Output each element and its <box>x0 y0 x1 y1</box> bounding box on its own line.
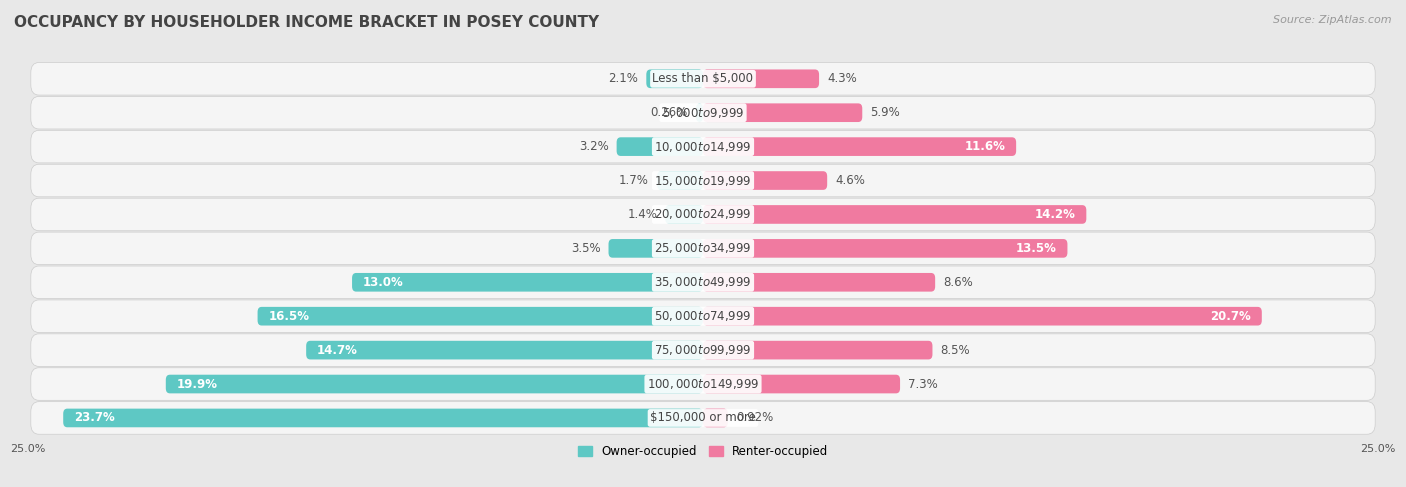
Text: $15,000 to $19,999: $15,000 to $19,999 <box>654 173 752 187</box>
Text: 23.7%: 23.7% <box>75 412 115 425</box>
FancyBboxPatch shape <box>703 205 1087 224</box>
FancyBboxPatch shape <box>166 375 703 393</box>
FancyBboxPatch shape <box>703 341 932 359</box>
FancyBboxPatch shape <box>31 96 1375 129</box>
Text: $75,000 to $99,999: $75,000 to $99,999 <box>654 343 752 357</box>
FancyBboxPatch shape <box>703 307 1261 325</box>
Text: 14.7%: 14.7% <box>316 344 359 356</box>
FancyBboxPatch shape <box>665 205 703 224</box>
Text: $20,000 to $24,999: $20,000 to $24,999 <box>654 207 752 222</box>
FancyBboxPatch shape <box>31 62 1375 95</box>
FancyBboxPatch shape <box>31 334 1375 366</box>
FancyBboxPatch shape <box>703 137 1017 156</box>
Text: $50,000 to $74,999: $50,000 to $74,999 <box>654 309 752 323</box>
Text: OCCUPANCY BY HOUSEHOLDER INCOME BRACKET IN POSEY COUNTY: OCCUPANCY BY HOUSEHOLDER INCOME BRACKET … <box>14 15 599 30</box>
Text: $100,000 to $149,999: $100,000 to $149,999 <box>647 377 759 391</box>
Text: 13.0%: 13.0% <box>363 276 404 289</box>
Text: 5.9%: 5.9% <box>870 106 900 119</box>
Text: 16.5%: 16.5% <box>269 310 309 323</box>
Text: $150,000 or more: $150,000 or more <box>650 412 756 425</box>
Text: $5,000 to $9,999: $5,000 to $9,999 <box>662 106 744 120</box>
FancyBboxPatch shape <box>703 239 1067 258</box>
Text: Source: ZipAtlas.com: Source: ZipAtlas.com <box>1274 15 1392 25</box>
FancyBboxPatch shape <box>31 300 1375 333</box>
Text: 3.2%: 3.2% <box>579 140 609 153</box>
Text: $10,000 to $14,999: $10,000 to $14,999 <box>654 140 752 153</box>
Text: 11.6%: 11.6% <box>965 140 1005 153</box>
FancyBboxPatch shape <box>703 273 935 292</box>
FancyBboxPatch shape <box>703 375 900 393</box>
FancyBboxPatch shape <box>647 70 703 88</box>
Text: 8.5%: 8.5% <box>941 344 970 356</box>
Legend: Owner-occupied, Renter-occupied: Owner-occupied, Renter-occupied <box>572 440 834 463</box>
Text: Less than $5,000: Less than $5,000 <box>652 72 754 85</box>
Text: 13.5%: 13.5% <box>1015 242 1057 255</box>
FancyBboxPatch shape <box>31 131 1375 163</box>
Text: 0.92%: 0.92% <box>735 412 773 425</box>
FancyBboxPatch shape <box>31 368 1375 400</box>
Text: 19.9%: 19.9% <box>177 377 218 391</box>
FancyBboxPatch shape <box>703 70 820 88</box>
FancyBboxPatch shape <box>696 103 703 122</box>
FancyBboxPatch shape <box>703 103 862 122</box>
FancyBboxPatch shape <box>617 137 703 156</box>
FancyBboxPatch shape <box>31 266 1375 299</box>
Text: 1.4%: 1.4% <box>627 208 657 221</box>
FancyBboxPatch shape <box>31 232 1375 264</box>
Text: 0.26%: 0.26% <box>651 106 688 119</box>
FancyBboxPatch shape <box>609 239 703 258</box>
FancyBboxPatch shape <box>31 198 1375 231</box>
FancyBboxPatch shape <box>31 402 1375 434</box>
FancyBboxPatch shape <box>352 273 703 292</box>
FancyBboxPatch shape <box>703 171 827 190</box>
Text: $25,000 to $34,999: $25,000 to $34,999 <box>654 242 752 255</box>
Text: 8.6%: 8.6% <box>943 276 973 289</box>
FancyBboxPatch shape <box>31 164 1375 197</box>
Text: 4.3%: 4.3% <box>827 72 856 85</box>
FancyBboxPatch shape <box>307 341 703 359</box>
Text: 2.1%: 2.1% <box>609 72 638 85</box>
Text: 1.7%: 1.7% <box>619 174 650 187</box>
Text: 14.2%: 14.2% <box>1035 208 1076 221</box>
FancyBboxPatch shape <box>703 409 728 427</box>
Text: 7.3%: 7.3% <box>908 377 938 391</box>
Text: 3.5%: 3.5% <box>571 242 600 255</box>
FancyBboxPatch shape <box>657 171 703 190</box>
FancyBboxPatch shape <box>63 409 703 427</box>
FancyBboxPatch shape <box>257 307 703 325</box>
Text: $35,000 to $49,999: $35,000 to $49,999 <box>654 275 752 289</box>
Text: 4.6%: 4.6% <box>835 174 865 187</box>
Text: 20.7%: 20.7% <box>1211 310 1251 323</box>
